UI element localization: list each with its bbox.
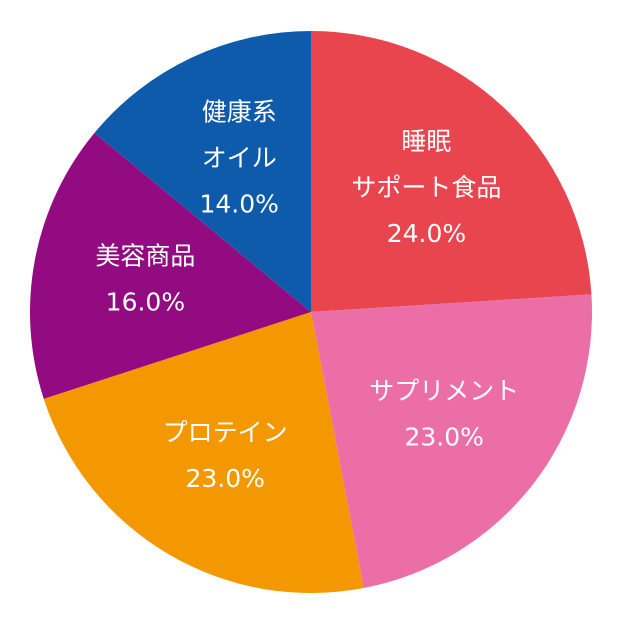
value-label: 16.0% [106, 287, 185, 316]
pie-slice [94, 31, 311, 312]
value-label: 23.0% [405, 422, 484, 451]
value-label: 14.0% [200, 189, 279, 218]
slice-label: 美容商品 [95, 241, 195, 270]
slice-label: オイル [202, 143, 277, 172]
pie-slice [311, 31, 592, 312]
slice-label: 健康系 [202, 97, 277, 126]
pie-slice [30, 132, 311, 399]
slice-label: サポート食品 [351, 173, 501, 202]
slice-label: 睡眠 [401, 127, 451, 156]
pie-slice [43, 312, 364, 593]
value-label: 24.0% [387, 219, 466, 248]
pie-slice [311, 294, 592, 589]
value-label: 23.0% [185, 464, 264, 493]
slice-label: サプリメント [369, 376, 519, 405]
slice-label: プロテイン [163, 418, 288, 447]
